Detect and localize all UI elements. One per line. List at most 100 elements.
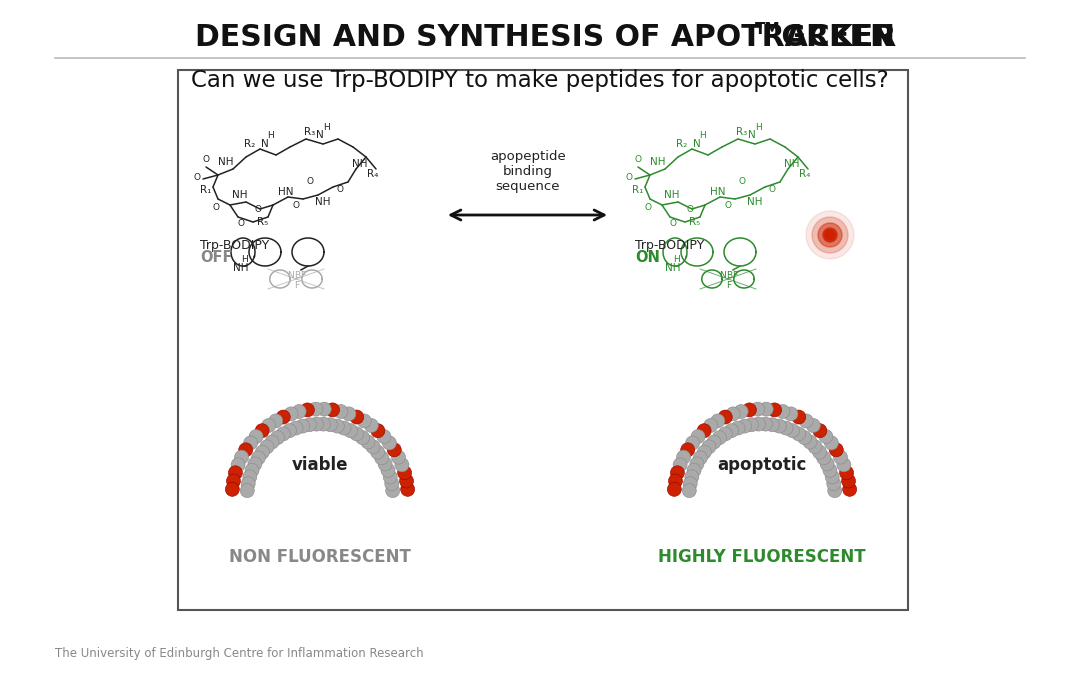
Circle shape xyxy=(293,404,306,418)
Circle shape xyxy=(823,463,837,477)
Circle shape xyxy=(702,440,716,454)
Bar xyxy=(178,70,908,610)
Circle shape xyxy=(673,458,687,472)
Circle shape xyxy=(837,458,851,472)
Circle shape xyxy=(283,424,297,437)
Text: H: H xyxy=(674,254,680,263)
Circle shape xyxy=(812,445,826,459)
Circle shape xyxy=(752,417,766,431)
Circle shape xyxy=(252,451,266,465)
Text: B: B xyxy=(294,271,300,281)
Text: NH: NH xyxy=(650,157,665,167)
Circle shape xyxy=(234,450,248,464)
Circle shape xyxy=(693,451,707,465)
Text: H: H xyxy=(700,130,706,140)
Text: ON: ON xyxy=(635,250,660,265)
Circle shape xyxy=(378,457,392,471)
Circle shape xyxy=(323,418,337,432)
Circle shape xyxy=(806,211,854,259)
Circle shape xyxy=(357,414,372,428)
Circle shape xyxy=(228,466,242,480)
Circle shape xyxy=(842,483,856,496)
Circle shape xyxy=(270,431,284,445)
Circle shape xyxy=(726,407,740,421)
Circle shape xyxy=(370,424,384,437)
Text: N: N xyxy=(693,139,701,149)
Text: O: O xyxy=(203,155,210,163)
Circle shape xyxy=(827,477,841,491)
Circle shape xyxy=(310,417,324,431)
Circle shape xyxy=(792,427,806,441)
Circle shape xyxy=(400,474,414,488)
Circle shape xyxy=(718,410,732,424)
Text: B: B xyxy=(726,271,732,281)
Circle shape xyxy=(738,419,752,433)
Circle shape xyxy=(775,404,789,418)
Circle shape xyxy=(734,404,748,418)
Circle shape xyxy=(669,474,683,488)
Text: O: O xyxy=(293,200,299,209)
Circle shape xyxy=(686,436,700,450)
Text: NH: NH xyxy=(747,197,762,207)
Circle shape xyxy=(671,466,685,480)
Circle shape xyxy=(841,474,855,488)
Text: R₄: R₄ xyxy=(367,169,379,179)
Circle shape xyxy=(249,429,264,443)
Circle shape xyxy=(227,474,241,488)
Text: R₂: R₂ xyxy=(676,139,688,149)
Text: apopeptide
binding
sequence: apopeptide binding sequence xyxy=(490,150,566,193)
Text: F: F xyxy=(732,271,738,281)
Circle shape xyxy=(364,418,378,433)
Text: R₁: R₁ xyxy=(200,185,212,195)
Circle shape xyxy=(276,410,291,424)
Text: R₅: R₅ xyxy=(257,217,269,227)
Circle shape xyxy=(807,418,821,433)
Circle shape xyxy=(397,466,411,480)
Circle shape xyxy=(395,458,409,472)
Text: HN: HN xyxy=(279,187,294,197)
Circle shape xyxy=(334,404,348,418)
Circle shape xyxy=(704,418,718,433)
Circle shape xyxy=(350,410,364,424)
Text: F: F xyxy=(727,281,731,290)
Circle shape xyxy=(248,457,262,471)
Circle shape xyxy=(711,414,725,428)
Text: R₃: R₃ xyxy=(737,127,747,137)
Circle shape xyxy=(386,484,400,497)
Text: NH: NH xyxy=(232,190,247,200)
Text: NH: NH xyxy=(352,159,368,169)
Text: Trp-BODIPY: Trp-BODIPY xyxy=(200,238,269,252)
Text: N: N xyxy=(748,130,756,140)
Circle shape xyxy=(337,421,351,435)
Circle shape xyxy=(381,463,395,477)
Text: DESIGN AND SYNTHESIS OF APOTRACKER: DESIGN AND SYNTHESIS OF APOTRACKER xyxy=(195,22,896,51)
Circle shape xyxy=(667,483,681,496)
Text: R₅: R₅ xyxy=(689,217,701,227)
Circle shape xyxy=(302,418,316,432)
Text: HIGHLY FLUORESCENT: HIGHLY FLUORESCENT xyxy=(658,548,866,566)
Circle shape xyxy=(825,230,835,240)
Text: O: O xyxy=(213,202,219,211)
Circle shape xyxy=(725,424,739,437)
Circle shape xyxy=(325,403,339,417)
Text: NH: NH xyxy=(218,157,233,167)
Text: N: N xyxy=(316,130,324,140)
Text: NON FLUORESCENT: NON FLUORESCENT xyxy=(229,548,410,566)
Text: O: O xyxy=(670,219,676,229)
Text: NH: NH xyxy=(665,263,680,273)
Text: N: N xyxy=(719,271,727,281)
Text: HN: HN xyxy=(711,187,726,197)
Text: R₃: R₃ xyxy=(305,127,315,137)
Text: O: O xyxy=(193,173,201,182)
Circle shape xyxy=(698,445,712,459)
Circle shape xyxy=(680,443,694,457)
Circle shape xyxy=(382,436,396,450)
Circle shape xyxy=(797,431,811,445)
Circle shape xyxy=(244,436,257,450)
Circle shape xyxy=(824,436,838,450)
Text: H: H xyxy=(324,122,330,132)
Circle shape xyxy=(684,477,698,491)
Circle shape xyxy=(813,424,827,437)
Circle shape xyxy=(818,223,842,247)
Circle shape xyxy=(366,440,380,454)
